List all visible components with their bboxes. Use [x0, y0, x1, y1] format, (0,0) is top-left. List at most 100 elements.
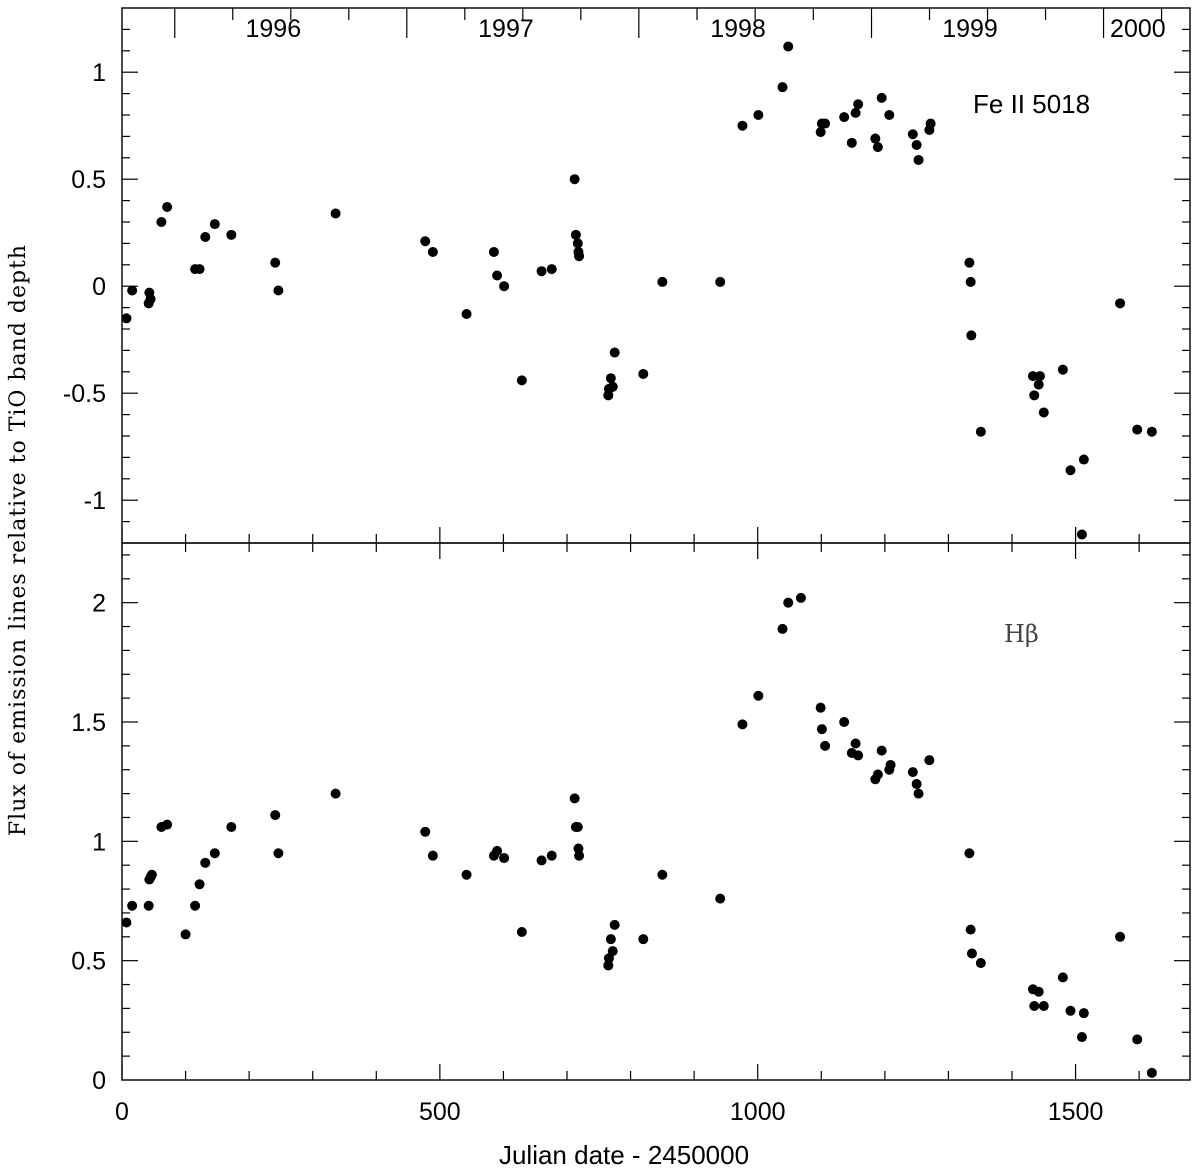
data-point [975, 426, 986, 437]
data-point [907, 767, 918, 778]
panel-label: Fe II 5018 [973, 89, 1090, 119]
data-point [839, 112, 850, 123]
data-point [964, 848, 975, 859]
data-point [657, 869, 668, 880]
data-point [127, 900, 138, 911]
data-point [853, 99, 864, 110]
x-axis-label: Julian date - 2450000 [499, 1140, 749, 1170]
data-point [570, 229, 581, 240]
data-point [420, 826, 431, 837]
data-point [420, 236, 431, 247]
data-point [966, 948, 977, 959]
data-point [850, 107, 861, 118]
year-label: 1998 [710, 15, 766, 43]
data-point [885, 759, 896, 770]
data-point [226, 822, 237, 833]
data-point [966, 330, 977, 341]
data-point [737, 719, 748, 730]
data-point [536, 266, 547, 277]
data-point [1057, 364, 1068, 375]
data-point [816, 724, 827, 735]
data-point [194, 879, 205, 890]
data-point [607, 946, 618, 957]
data-point [783, 597, 794, 608]
data-point [270, 257, 281, 268]
data-point [1076, 529, 1087, 540]
x-tick-label: 0 [115, 1098, 129, 1126]
data-point [516, 927, 527, 938]
data-point [127, 285, 138, 296]
year-label: 1997 [478, 15, 534, 43]
data-point [609, 347, 620, 358]
data-point [839, 717, 850, 727]
data-point [965, 276, 976, 287]
data-point [815, 702, 826, 713]
data-point [572, 822, 583, 833]
data-point [569, 174, 580, 185]
data-point [226, 229, 237, 240]
data-point [607, 381, 618, 392]
data-point [753, 110, 764, 120]
data-point [1029, 1001, 1040, 1012]
data-point [1065, 1005, 1076, 1016]
data-point [777, 623, 788, 634]
data-point [853, 750, 864, 761]
data-point [273, 848, 284, 859]
x-tick-label: 1500 [1048, 1098, 1104, 1126]
y-tick-label: 2 [92, 590, 106, 618]
data-point [1078, 1008, 1089, 1019]
data-point [846, 137, 857, 148]
data-point [715, 276, 726, 287]
data-point [876, 92, 887, 103]
data-point [965, 924, 976, 935]
data-point [492, 845, 503, 856]
data-point [795, 592, 806, 603]
data-point [209, 219, 220, 230]
data-point [1033, 379, 1044, 390]
data-point [180, 929, 191, 940]
data-point [273, 285, 284, 296]
data-point [330, 208, 341, 219]
data-point [657, 276, 668, 287]
data-point [200, 231, 211, 242]
data-point [145, 294, 156, 305]
data-point [605, 373, 616, 384]
data-point [870, 133, 881, 144]
year-label: 2000 [1110, 15, 1166, 43]
y-tick-label: -1 [84, 487, 106, 515]
panel-2: 0 0.5 1 1.5 2 Hβ 0 500 1000 1500 [71, 542, 1191, 1126]
data-point [1038, 407, 1049, 418]
data-point [427, 246, 438, 257]
data-point [753, 690, 764, 701]
y-tick-label: 0 [92, 273, 106, 301]
data-point [146, 869, 157, 880]
data-point [1034, 371, 1045, 382]
data-point [603, 960, 614, 971]
data-point [820, 118, 831, 129]
data-point [1065, 465, 1076, 476]
data-point [872, 769, 883, 780]
data-point [499, 853, 510, 864]
data-point [461, 869, 472, 880]
data-point [200, 857, 211, 868]
data-point [427, 850, 438, 861]
y-tick-label: -0.5 [63, 380, 106, 408]
x-tick-label: 1000 [730, 1098, 786, 1126]
y-tick-label: 0.5 [71, 948, 106, 976]
data-point [911, 139, 922, 150]
data-point [1076, 1032, 1087, 1043]
data-point [330, 788, 341, 799]
data-point [488, 246, 499, 257]
data-point [162, 202, 173, 213]
data-point [121, 313, 132, 324]
data-point [777, 82, 788, 93]
data-point [605, 934, 616, 945]
data-point [850, 738, 861, 749]
data-point [907, 129, 918, 140]
y-axis-label: Flux of emission lines relative to TiO b… [6, 244, 31, 836]
data-point [964, 257, 975, 268]
data-point [1057, 972, 1068, 983]
y-tick-label: 1.5 [71, 709, 106, 737]
